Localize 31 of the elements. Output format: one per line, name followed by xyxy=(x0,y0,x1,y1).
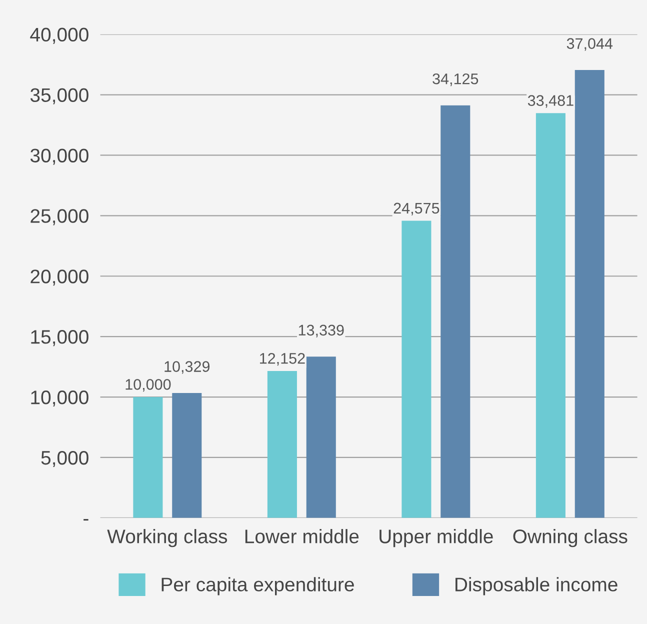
legend-label: Per capita expenditure xyxy=(162,577,354,596)
bar xyxy=(133,397,163,518)
data-label: 10,329 xyxy=(164,361,210,374)
y-tick-label: - xyxy=(84,519,88,521)
data-label: 33,481 xyxy=(528,95,574,108)
bar xyxy=(574,70,604,518)
y-tick-label: 10,000 xyxy=(31,390,88,407)
y-tick-label: 5,000 xyxy=(41,450,88,468)
x-tick-label: Owning class xyxy=(513,529,628,548)
data-label: 37,044 xyxy=(566,38,613,51)
bar xyxy=(172,393,202,518)
data-label: 34,125 xyxy=(432,73,478,86)
x-tick-label: Upper middle xyxy=(380,529,493,548)
x-tick-label: Lower middle xyxy=(245,529,359,544)
bar xyxy=(306,356,336,518)
bar xyxy=(267,371,297,518)
y-tick-label: 25,000 xyxy=(30,209,88,226)
data-label: 10,000 xyxy=(126,379,171,392)
bar xyxy=(440,105,470,518)
bar xyxy=(402,220,432,518)
y-tick-label: 15,000 xyxy=(31,330,88,346)
y-tick-label: 40,000 xyxy=(30,28,88,44)
data-label: 24,575 xyxy=(394,202,440,216)
data-label: 13,339 xyxy=(298,324,344,338)
y-tick-label: 30,000 xyxy=(30,148,88,165)
x-tick-label: Working class xyxy=(107,529,228,548)
legend-label: Disposable income xyxy=(456,577,618,596)
data-label: 12,152 xyxy=(260,352,305,366)
bar xyxy=(536,113,566,518)
y-tick-label: 20,000 xyxy=(30,270,88,286)
y-tick-label: 35,000 xyxy=(30,88,88,104)
